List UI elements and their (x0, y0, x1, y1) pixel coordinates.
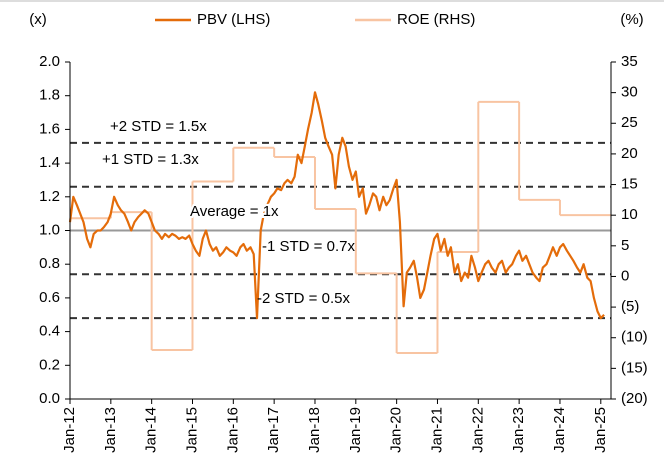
y2-axis-label: (%) (620, 11, 643, 28)
x-tick-label: Jan-13 (102, 407, 119, 453)
y-tick-label: 1.6 (39, 120, 60, 137)
x-tick-label: Jan-23 (510, 407, 527, 453)
y2-tick-label: 10 (621, 206, 638, 223)
y2-tick-label: 30 (621, 84, 638, 101)
y-tick-label: 2.0 (39, 53, 60, 70)
x-tick-label: Jan-17 (265, 407, 282, 453)
legend-label: ROE (RHS) (397, 11, 475, 28)
y-tick-label: 1.2 (39, 188, 60, 205)
y2-tick-label: 0 (621, 267, 629, 284)
y-tick-label: 0.8 (39, 255, 60, 272)
reference-label: Average = 1x (190, 203, 279, 220)
y2-tick-label: (20) (621, 390, 648, 407)
x-tick-label: Jan-18 (306, 407, 323, 453)
y-tick-label: 0.0 (39, 390, 60, 407)
y-axis-label: (x) (29, 11, 47, 28)
reference-label: -1 STD = 0.7x (262, 238, 355, 255)
x-tick-label: Jan-25 (592, 407, 609, 453)
x-tick-label: Jan-19 (347, 407, 364, 453)
y2-tick-label: 20 (621, 145, 638, 162)
legend-label: PBV (LHS) (197, 11, 270, 28)
y-tick-label: 1.4 (39, 154, 60, 171)
reference-label: +1 STD = 1.3x (102, 151, 199, 168)
reference-label: +2 STD = 1.5x (110, 118, 207, 135)
y2-tick-label: (5) (621, 298, 639, 315)
x-tick-label: Jan-12 (61, 407, 78, 453)
y2-tick-label: (10) (621, 329, 648, 346)
y2-tick-label: (15) (621, 359, 648, 376)
y-tick-label: 1.0 (39, 221, 60, 238)
x-tick-label: Jan-16 (224, 407, 241, 453)
x-tick-label: Jan-20 (388, 407, 405, 453)
y-tick-label: 0.2 (39, 356, 60, 373)
x-tick-label: Jan-24 (551, 407, 568, 453)
y2-tick-label: 5 (621, 237, 629, 254)
reference-label: -2 STD = 0.5x (257, 290, 350, 307)
pbv-line (68, 91, 605, 320)
y2-tick-label: 25 (621, 114, 638, 131)
y-tick-label: 1.8 (39, 87, 60, 104)
y2-tick-label: 35 (621, 53, 638, 70)
y-tick-label: 0.4 (39, 323, 60, 340)
x-tick-label: Jan-14 (143, 407, 160, 453)
y2-tick-label: 15 (621, 176, 638, 193)
x-tick-label: Jan-21 (428, 407, 445, 453)
y-tick-label: 0.6 (39, 289, 60, 306)
x-tick-label: Jan-22 (469, 407, 486, 453)
x-tick-label: Jan-15 (183, 407, 200, 453)
